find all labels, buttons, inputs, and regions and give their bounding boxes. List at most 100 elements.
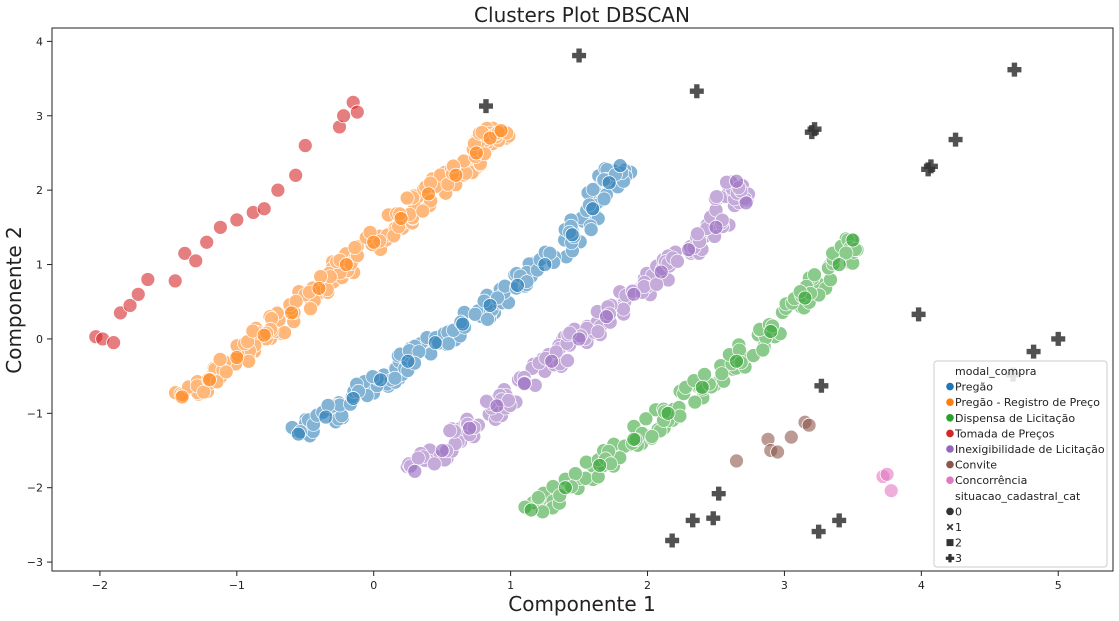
x-tick-label: 3 — [781, 579, 788, 592]
plot-layer — [88, 48, 1066, 548]
series-5 — [729, 414, 817, 469]
series-4 — [407, 173, 754, 479]
data-point-plus — [685, 513, 700, 528]
band-point — [441, 336, 456, 351]
x-tick-label: 0 — [370, 579, 377, 592]
band-point — [277, 325, 292, 340]
data-point-plus — [804, 125, 819, 140]
data-point — [140, 272, 156, 287]
series-3 — [88, 94, 365, 351]
band-point — [415, 203, 431, 219]
data-point — [130, 286, 146, 302]
y-tick-label: 2 — [36, 184, 43, 197]
x-tick-label: 5 — [1055, 579, 1062, 592]
x-tick-label: −1 — [229, 579, 245, 592]
data-point — [879, 466, 895, 482]
legend: modal_compra Pregão Pregão - Registro de P… — [933, 360, 1108, 568]
data-point — [599, 309, 614, 325]
data-point — [291, 426, 306, 442]
data-point — [122, 298, 138, 313]
data-point — [270, 182, 286, 198]
data-point — [489, 398, 505, 414]
data-point — [738, 195, 754, 211]
data-point — [845, 232, 861, 248]
data-point-plus — [478, 99, 493, 114]
data-point — [729, 453, 744, 469]
data-point-plus — [832, 513, 847, 528]
data-point — [393, 211, 409, 226]
band-point — [303, 301, 318, 316]
data-point-plus — [572, 48, 587, 63]
data-point — [482, 298, 498, 313]
legend-label: 1 — [955, 521, 962, 534]
tick-layer: −2 −1 0 1 2 3 4 5 −3 −2 −1 0 1 2 3 4 — [27, 35, 1062, 592]
data-point — [883, 483, 899, 499]
legend-marker — [946, 429, 954, 438]
legend-box — [933, 360, 1108, 568]
band-point — [714, 366, 730, 382]
data-point — [592, 457, 608, 473]
band-point — [442, 423, 458, 439]
band-point — [697, 367, 712, 382]
legend-marker — [946, 414, 954, 422]
legend-label: Dispensa de Licitação — [955, 412, 1075, 425]
data-point — [106, 335, 122, 351]
band-point — [670, 253, 685, 269]
data-point — [288, 167, 304, 183]
data-point-plus — [711, 486, 726, 501]
band-point — [649, 276, 664, 292]
band-point — [399, 190, 415, 206]
data-point — [493, 123, 509, 139]
band-point — [590, 324, 606, 339]
data-point-plus — [807, 122, 822, 137]
legend-marker-x — [946, 523, 954, 531]
legend-label: 3 — [955, 552, 962, 565]
data-point — [167, 273, 183, 289]
series-0 — [291, 158, 628, 442]
series-7 — [478, 48, 1066, 548]
data-point — [660, 405, 676, 421]
data-point — [199, 234, 215, 250]
data-point — [373, 372, 388, 388]
data-point — [338, 257, 354, 272]
cluster-bands — [168, 120, 865, 520]
band-point — [212, 352, 228, 367]
x-tick-label: 4 — [918, 579, 925, 592]
cluster-band — [517, 231, 865, 520]
data-point-plus — [923, 159, 938, 174]
band-point — [755, 342, 771, 358]
data-point-plus — [1026, 344, 1041, 359]
data-point — [729, 353, 744, 369]
data-point — [797, 290, 813, 306]
data-point — [626, 286, 642, 302]
legend-marker — [946, 476, 954, 485]
data-point — [311, 280, 327, 296]
legend-style-title: situacao_cadastral_cat — [955, 490, 1081, 503]
data-point — [427, 335, 443, 351]
legend-marker — [946, 445, 954, 453]
band-point — [585, 182, 601, 197]
band-point — [596, 191, 612, 207]
data-point — [729, 173, 744, 189]
data-point — [297, 138, 313, 153]
plot-frame — [51, 27, 1114, 572]
data-point — [557, 480, 573, 496]
legend-label: Tomada de Preços — [954, 427, 1055, 440]
data-point — [831, 257, 847, 272]
band-point — [687, 394, 703, 410]
data-point-plus — [921, 162, 936, 177]
data-point — [174, 389, 190, 405]
data-point-plus — [911, 307, 926, 322]
data-point — [681, 242, 696, 258]
y-tick-label: −1 — [27, 407, 43, 420]
data-point-plus — [948, 132, 963, 147]
data-point — [770, 444, 785, 460]
band-point — [644, 429, 660, 444]
data-point — [455, 316, 471, 332]
band-point — [560, 353, 575, 368]
band-point — [467, 306, 483, 322]
data-point — [626, 431, 642, 447]
data-point — [256, 201, 272, 217]
band-point — [807, 267, 822, 283]
data-point — [318, 409, 334, 425]
